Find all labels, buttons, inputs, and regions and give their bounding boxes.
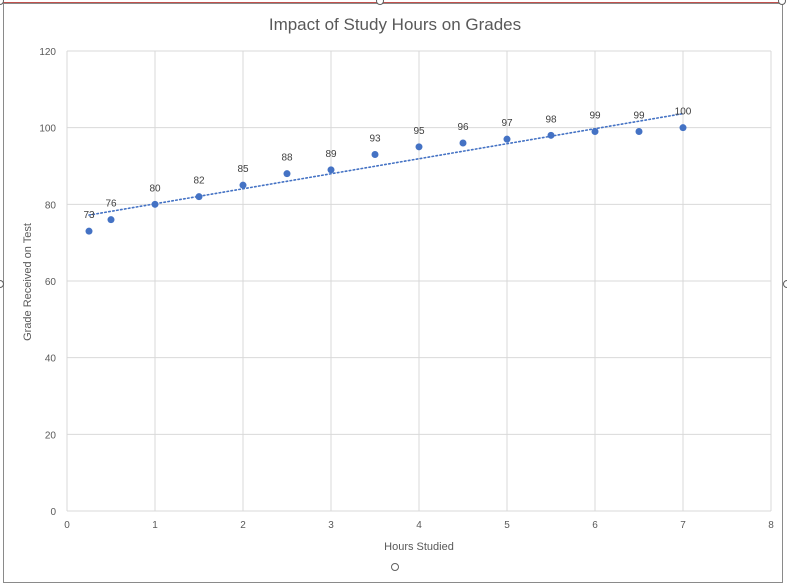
x-tick-label: 3 xyxy=(328,520,334,531)
selection-top-edge xyxy=(3,2,783,3)
data-point[interactable] xyxy=(371,151,379,158)
data-point[interactable] xyxy=(415,143,423,151)
x-tick-label: 0 xyxy=(64,520,70,531)
x-tick-label: 5 xyxy=(504,520,510,531)
data-labels: 73 76 80 82 85 88 89 93 95 96 97 98 99 99 100 xyxy=(83,107,691,222)
resize-handle-middle-right[interactable] xyxy=(783,280,787,288)
trendline[interactable] xyxy=(88,112,684,216)
data-point[interactable] xyxy=(283,170,291,178)
data-label: 97 xyxy=(501,118,513,129)
x-tick-label: 6 xyxy=(592,520,598,531)
data-label: 99 xyxy=(589,111,601,122)
data-label: 93 xyxy=(369,134,381,145)
data-point[interactable] xyxy=(107,216,115,224)
x-tick-label: 2 xyxy=(240,520,246,531)
y-tick-label: 80 xyxy=(45,200,57,211)
data-point[interactable] xyxy=(459,139,467,147)
y-tick-label: 60 xyxy=(45,277,57,288)
data-point[interactable] xyxy=(547,131,555,139)
data-label: 82 xyxy=(193,176,205,187)
y-axis-title[interactable]: Grade Received on Test xyxy=(22,223,34,341)
data-points xyxy=(85,124,687,235)
data-label: 96 xyxy=(457,122,469,133)
data-label: 76 xyxy=(105,199,117,210)
data-label: 98 xyxy=(545,114,557,125)
x-tick-label: 1 xyxy=(152,520,158,531)
trendline-group xyxy=(88,112,684,216)
y-tick-label: 20 xyxy=(45,430,57,441)
data-label: 80 xyxy=(149,183,161,194)
data-point[interactable] xyxy=(195,193,203,201)
y-tick-label: 40 xyxy=(45,354,57,365)
data-label: 89 xyxy=(325,149,337,160)
y-tick-label: 120 xyxy=(39,47,56,58)
data-point[interactable] xyxy=(503,135,511,143)
resize-handle-top-center[interactable] xyxy=(376,0,384,5)
scatter-chart[interactable]: Impact of Study Hours on Grades 73768082… xyxy=(0,0,787,567)
data-point[interactable] xyxy=(239,181,247,189)
data-point[interactable] xyxy=(591,128,599,135)
x-tick-label: 7 xyxy=(680,520,686,531)
data-label: 100 xyxy=(675,107,692,118)
resize-handle-top-right[interactable] xyxy=(778,0,786,5)
gridlines xyxy=(66,50,772,512)
data-point[interactable] xyxy=(327,166,335,174)
data-point[interactable] xyxy=(85,227,93,235)
data-label: 73 xyxy=(83,210,95,221)
data-point[interactable] xyxy=(635,128,643,135)
x-tick-label: 4 xyxy=(416,520,422,531)
data-label: 99 xyxy=(633,111,645,122)
chart-title[interactable]: Impact of Study Hours on Grades xyxy=(269,15,521,34)
data-point[interactable] xyxy=(679,124,687,132)
x-axis-title[interactable]: Hours Studied xyxy=(384,541,454,553)
x-tick-label: 8 xyxy=(768,520,774,531)
data-point[interactable] xyxy=(151,200,159,208)
y-tick-label: 100 xyxy=(39,124,56,135)
data-label: 95 xyxy=(413,126,425,137)
y-tick-label: 0 xyxy=(50,507,56,518)
data-label: 88 xyxy=(281,153,293,164)
data-label: 85 xyxy=(237,164,249,175)
